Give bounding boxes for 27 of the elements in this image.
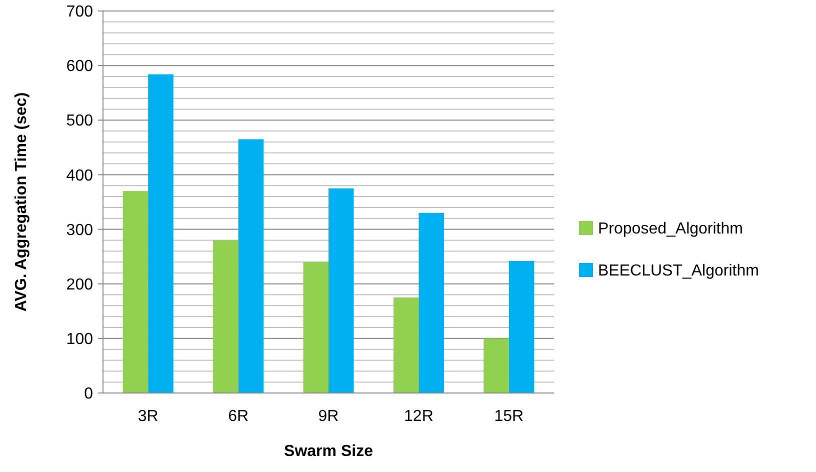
bar (328, 188, 354, 393)
x-tick-label: 12R (404, 408, 434, 425)
y-tick-label: 200 (66, 276, 94, 294)
y-tick-label: 100 (66, 331, 94, 348)
y-tick-label: 0 (84, 386, 94, 403)
x-tick-label: 15R (494, 408, 524, 425)
bar (484, 338, 509, 393)
x-axis-title: Swarm Size (284, 443, 374, 460)
y-axis-title: AVG. Aggregation Time (sec) (13, 92, 30, 312)
y-tick-label: 600 (66, 58, 94, 76)
x-tick-label: 3R (138, 408, 158, 425)
y-tick-label: 300 (66, 222, 94, 239)
y-tick-label: 500 (66, 112, 94, 130)
bar (303, 262, 328, 393)
y-tick-label: 400 (66, 167, 94, 184)
bar (213, 240, 238, 393)
bar (148, 74, 174, 393)
x-tick-label: 9R (318, 408, 339, 425)
bar (122, 191, 148, 393)
bar (508, 260, 534, 393)
bar (418, 212, 444, 393)
legend-label: BEECLUST_Algorithm (598, 262, 759, 280)
legend-label: Proposed_Algorithm (598, 220, 743, 238)
bar (393, 298, 419, 393)
bar (238, 139, 264, 393)
x-tick-label: 6R (228, 408, 249, 425)
y-tick-label: 700 (66, 4, 94, 21)
